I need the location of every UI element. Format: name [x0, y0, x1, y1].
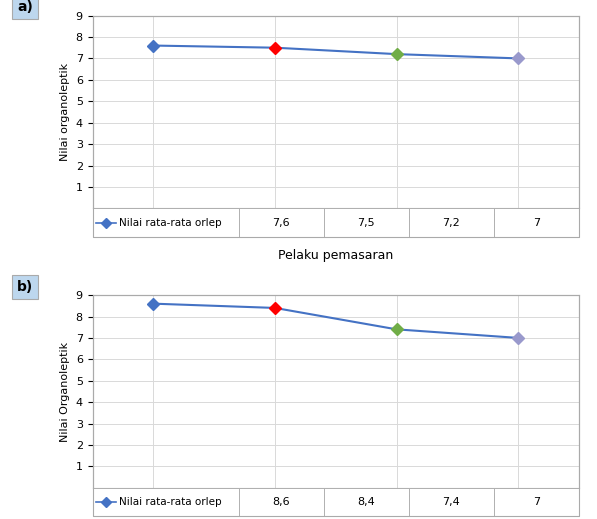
Text: Nilai rata-rata orlep: Nilai rata-rata orlep	[119, 217, 222, 228]
Text: 7: 7	[533, 497, 540, 507]
Text: Pelaku pemasaran: Pelaku pemasaran	[278, 249, 393, 262]
Text: 7,6: 7,6	[272, 217, 290, 228]
Text: 8,6: 8,6	[272, 497, 290, 507]
Text: 7,5: 7,5	[358, 217, 375, 228]
Text: b): b)	[17, 280, 33, 294]
Text: Nilai rata-rata orlep: Nilai rata-rata orlep	[119, 497, 222, 507]
Text: 7: 7	[533, 217, 540, 228]
Text: 7,2: 7,2	[442, 217, 460, 228]
Text: a): a)	[17, 0, 33, 14]
Y-axis label: Nilai Organoleptik: Nilai Organoleptik	[60, 342, 70, 442]
Text: 7,4: 7,4	[442, 497, 460, 507]
Text: 8,4: 8,4	[358, 497, 375, 507]
Y-axis label: Nilai organoleptik: Nilai organoleptik	[60, 63, 70, 161]
